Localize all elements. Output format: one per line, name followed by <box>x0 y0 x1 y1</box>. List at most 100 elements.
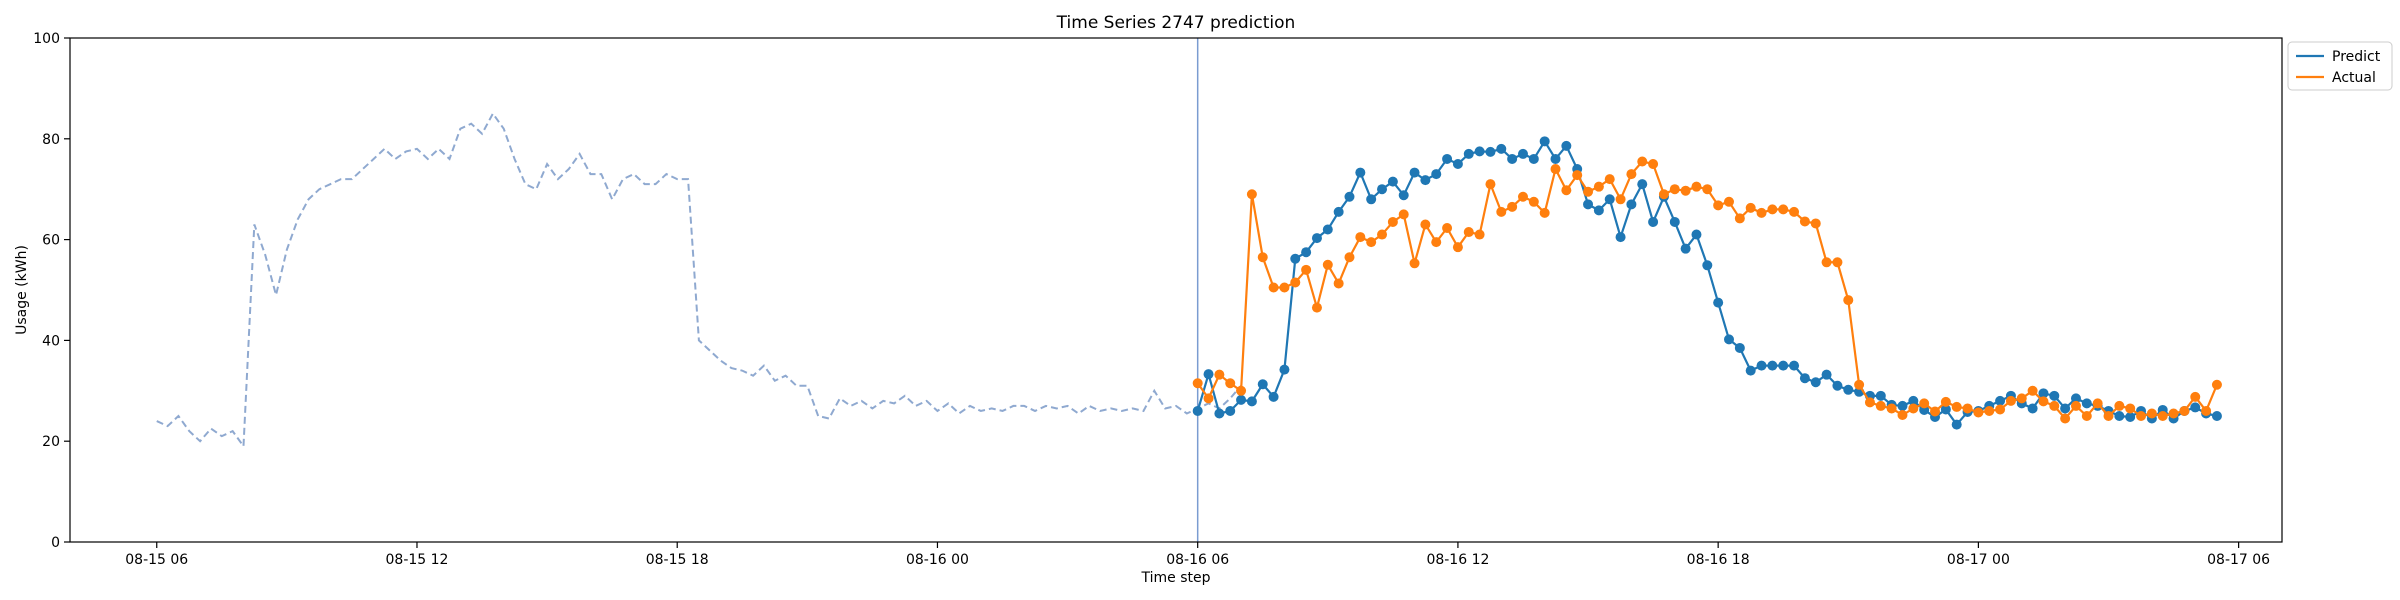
x-tick-label: 08-16 12 <box>1426 552 1489 568</box>
actual-point <box>1789 206 1800 217</box>
actual-point <box>1463 227 1474 238</box>
y-tick-label: 60 <box>42 233 60 249</box>
predict-point <box>1279 364 1290 375</box>
predict-point <box>2038 388 2049 399</box>
predict-point <box>2060 403 2071 414</box>
predict-point <box>1539 136 1550 147</box>
actual-point <box>1658 189 1669 200</box>
predict-point <box>1951 419 1962 430</box>
predict-point <box>1452 159 1463 169</box>
actual-point <box>1377 229 1388 240</box>
predict-point <box>1420 175 1431 186</box>
actual-point <box>1854 379 1865 390</box>
actual-series <box>1192 156 2222 424</box>
actual-point <box>1593 181 1604 192</box>
actual-point <box>1745 202 1756 213</box>
actual-point <box>1756 207 1767 218</box>
actual-point <box>1452 242 1463 253</box>
predict-point <box>1311 233 1322 244</box>
actual-point <box>1496 206 1507 217</box>
x-tick-label: 08-17 06 <box>2207 552 2270 568</box>
actual-point <box>1420 219 1431 230</box>
predict-point <box>1799 373 1810 384</box>
actual-point <box>1875 400 1886 411</box>
actual-point <box>1843 295 1854 306</box>
actual-point <box>1561 185 1572 196</box>
actual-point <box>1767 204 1778 215</box>
x-tick-label: 08-15 18 <box>646 552 709 568</box>
actual-point <box>1322 259 1333 270</box>
actual-point <box>1507 201 1518 212</box>
actual-point <box>1713 200 1724 211</box>
predict-point <box>1550 153 1561 164</box>
predict-point <box>1442 153 1453 164</box>
actual-point <box>1897 409 1908 420</box>
actual-point <box>2092 398 2103 409</box>
actual-point <box>1930 406 1941 417</box>
actual-point <box>1442 223 1453 234</box>
actual-point <box>1366 237 1377 248</box>
predict-point <box>1995 395 2006 406</box>
actual-point <box>1550 164 1561 175</box>
predict-point <box>1344 191 1355 202</box>
actual-point <box>2190 391 2201 402</box>
y-tick-label: 0 <box>51 535 60 551</box>
predict-point <box>2070 393 2081 404</box>
actual-point <box>2070 400 2081 411</box>
actual-point <box>1886 403 1897 414</box>
predict-point <box>1843 384 1854 395</box>
actual-point <box>1919 398 1930 409</box>
actual-point <box>1984 405 1995 416</box>
predict-point <box>2049 390 2060 401</box>
actual-point <box>1734 213 1745 224</box>
actual-point <box>1799 216 1810 227</box>
predict-point <box>2211 411 2222 421</box>
actual-point <box>1604 174 1615 185</box>
x-tick-label: 08-15 06 <box>125 552 188 568</box>
predict-point <box>1734 342 1745 353</box>
predict-point <box>1778 360 1789 371</box>
predict-point <box>1810 377 1821 388</box>
predict-point <box>1789 360 1800 371</box>
predict-point <box>1301 247 1312 258</box>
predict-point <box>1377 184 1388 195</box>
actual-point <box>2168 408 2179 419</box>
actual-point <box>1702 184 1713 195</box>
actual-point <box>2060 413 2071 424</box>
predict-point <box>1507 153 1518 164</box>
legend-label-actual: Actual <box>2332 70 2376 86</box>
actual-point <box>1268 282 1279 293</box>
predict-point <box>2081 398 2092 409</box>
actual-point <box>1290 277 1301 288</box>
plot-frame <box>69 37 2283 543</box>
predict-point <box>1322 224 1333 235</box>
x-tick-label: 08-16 18 <box>1687 552 1750 568</box>
predict-point <box>1214 408 1225 419</box>
actual-point <box>1973 407 1984 418</box>
predict-point <box>1246 396 1257 407</box>
actual-point <box>1691 181 1702 192</box>
predict-point <box>1431 169 1442 180</box>
predict-point <box>1875 390 1886 401</box>
predict-point <box>1669 216 1680 227</box>
y-tick-label: 20 <box>42 434 60 450</box>
axes: 0 20 40 60 80 100 08-15 06 08-15 12 08-15 18 08-1… <box>33 31 2283 568</box>
predict-point <box>1290 253 1301 264</box>
history-line <box>156 111 1242 450</box>
predict-point <box>1236 394 1247 405</box>
x-tick-label: 08-15 12 <box>386 552 449 568</box>
actual-point <box>2103 411 2114 421</box>
predict-point <box>1626 199 1637 210</box>
predict-point <box>1593 205 1604 216</box>
actual-point <box>1669 184 1680 195</box>
actual-point <box>1279 282 1290 293</box>
actual-point <box>1355 232 1366 243</box>
actual-point <box>1225 378 1236 389</box>
actual-point <box>1615 194 1626 205</box>
actual-point <box>1648 159 1659 169</box>
predict-point <box>1333 206 1344 217</box>
actual-point <box>2016 393 2027 404</box>
predict-point <box>1713 297 1724 308</box>
y-tick-label: 100 <box>33 31 60 47</box>
actual-point <box>2211 379 2222 390</box>
